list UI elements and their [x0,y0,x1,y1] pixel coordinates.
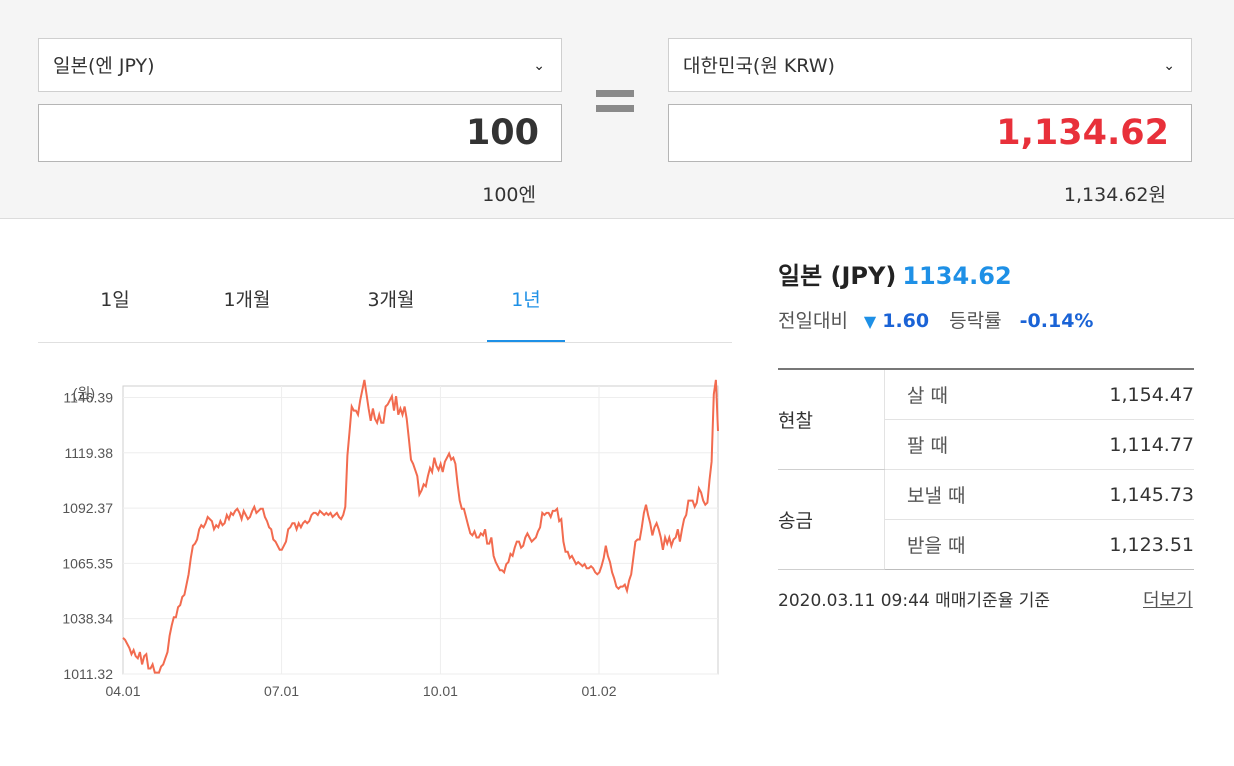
pct-value: -0.14% [1019,310,1094,332]
to-amount-caption: 1,134.62원 [1063,184,1166,206]
from-currency-label: 일본(엔 JPY) [53,55,155,77]
rate-kind: 살 때 [884,368,1036,420]
group-cash: 현찰 [778,368,885,470]
from-currency-select[interactable]: 일본(엔 JPY) ⌄ [38,38,562,92]
from-amount-input[interactable]: 100 [38,104,562,162]
down-triangle-icon: ▼ [863,312,877,331]
rate-change: 전일대비 ▼ 1.60 등락률 -0.14% [778,306,1093,333]
y-tick-label: 1038.34 [62,611,113,627]
prev-day-label: 전일대비 [778,310,848,332]
currency-converter-panel: 일본(엔 JPY) ⌄ 100 100엔 대한민국(원 KRW) ⌄ 1,134… [0,0,1234,219]
table-row: 팔 때 1,114.77 [778,419,1194,470]
y-tick-label: 1092.37 [62,500,113,516]
change-value: 1.60 [882,310,930,332]
x-tick-label: 10.01 [423,683,458,699]
y-unit-label: (원) [73,385,95,401]
from-amount-caption: 100엔 [482,184,536,206]
rate-value: 1,114.77 [1035,419,1194,470]
period-tabs: 1일 1개월 3개월 1년 [38,272,732,343]
tab-1-year[interactable]: 1년 [487,272,565,342]
y-tick-label: 1119.38 [64,445,113,461]
rate-value: 1,145.73 [1035,469,1194,520]
rate-kind: 받을 때 [884,519,1036,570]
rate-kind: 팔 때 [884,419,1036,470]
rate-value: 1,123.51 [1035,519,1194,570]
y-tick-label: 1065.35 [62,555,113,571]
rate-heading: 일본 (JPY) 1134.62 [778,256,1012,291]
group-remittance: 송금 [778,469,885,570]
exchange-rate-chart: (원)1146.39 1119.38 1092.37 1065.35 1038.34 10… [62,379,719,699]
x-tick-label: 04.01 [105,683,140,699]
tab-1-day[interactable]: 1일 [100,289,130,311]
rate-timestamp: 2020.03.11 09:44 매매기준율 기준 [778,591,1051,611]
y-tick-label: 1011.32 [63,666,113,682]
to-currency-label: 대한민국(원 KRW) [683,55,835,77]
tab-1-month[interactable]: 1개월 [223,289,271,311]
chevron-down-icon: ⌄ [1163,58,1175,74]
rates-table: 현찰 살 때 1,154.47 팔 때 1,114.77 송금 보낼 때 1,1… [778,368,1194,570]
chevron-down-icon: ⌄ [533,58,545,74]
table-row: 송금 보낼 때 1,145.73 [778,469,1194,570]
pct-label: 등락률 [949,310,1002,332]
x-tick-label: 07.01 [264,683,299,699]
to-currency-select[interactable]: 대한민국(원 KRW) ⌄ [668,38,1192,92]
to-amount-input[interactable]: 1,134.62 [668,104,1192,162]
rate-value: 1,154.47 [1035,368,1194,420]
more-link[interactable]: 더보기 [1143,590,1193,611]
y-tick-label: 1146.39 [63,389,113,405]
plot-frame [122,385,719,675]
tab-3-months[interactable]: 3개월 [367,289,415,311]
table-row: 받을 때 1,123.51 [778,519,1194,570]
current-rate: 1134.62 [902,262,1012,290]
currency-name: 일본 (JPY) [778,262,897,290]
series-line [122,379,719,674]
equals-icon [596,90,634,114]
table-row: 현찰 살 때 1,154.47 [778,368,1194,470]
rate-kind: 보낼 때 [884,469,1036,520]
x-tick-label: 01.02 [581,683,616,699]
